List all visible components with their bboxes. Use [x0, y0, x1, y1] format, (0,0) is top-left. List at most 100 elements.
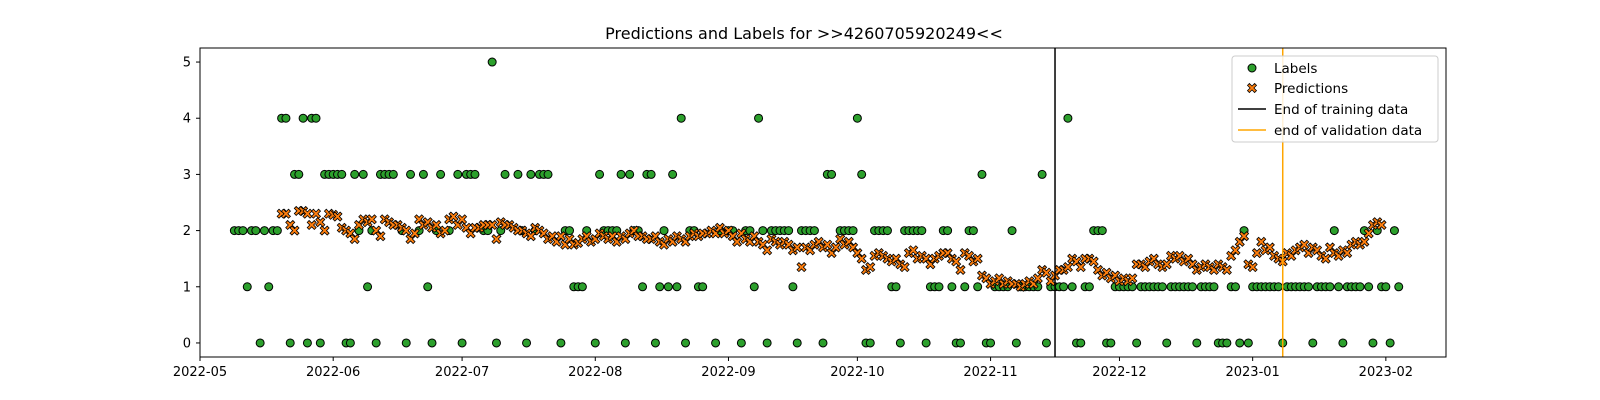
- label-point: [895, 338, 905, 348]
- label-point: [1067, 282, 1077, 292]
- label-point: [526, 169, 536, 179]
- label-point: [620, 338, 630, 348]
- label-point: [616, 169, 626, 179]
- prediction-point: [375, 231, 386, 242]
- label-point: [827, 169, 837, 179]
- label-point: [986, 338, 996, 348]
- label-point: [809, 226, 819, 236]
- prediction-point: [1320, 253, 1331, 264]
- x-axis: 2022-05 2022-06 2022-07 2022-08 2022-09 2022-…: [173, 357, 1413, 380]
- prediction-point: [1041, 267, 1052, 278]
- label-point: [1162, 338, 1172, 348]
- label-point: [921, 338, 931, 348]
- prediction-point: [899, 262, 910, 273]
- label-point: [1394, 282, 1404, 292]
- prediction-point: [289, 225, 300, 236]
- prediction-point: [1075, 262, 1086, 273]
- label-point: [736, 338, 746, 348]
- prediction-point: [310, 208, 322, 219]
- label-point: [543, 169, 553, 179]
- label-point: [947, 282, 957, 292]
- prediction-point: [1342, 247, 1353, 259]
- prediction-point: [366, 214, 377, 225]
- prediction-point: [319, 225, 330, 236]
- x-tick-label: 2022-06: [306, 365, 360, 380]
- prediction-point: [972, 253, 983, 264]
- x-tick-label: 2022-07: [435, 365, 489, 380]
- label-point: [371, 338, 381, 348]
- label-point: [1222, 338, 1232, 348]
- label-point: [638, 282, 648, 292]
- prediction-point: [1127, 273, 1138, 284]
- prediction-point: [1264, 242, 1275, 253]
- prediction-point: [856, 253, 867, 264]
- label-point: [698, 282, 708, 292]
- label-point: [577, 282, 587, 292]
- label-point: [1132, 338, 1142, 348]
- label-point: [311, 113, 321, 123]
- label-point: [865, 338, 875, 348]
- x-tick-label: 2022-11: [963, 365, 1017, 380]
- prediction-point: [951, 256, 962, 267]
- prediction-point: [439, 225, 450, 236]
- label-point: [960, 282, 970, 292]
- label-point: [659, 226, 669, 236]
- label-point: [522, 338, 532, 348]
- label-point: [1334, 282, 1344, 292]
- prediction-point: [1221, 264, 1232, 275]
- y-tick-label: 5: [183, 56, 191, 71]
- x-tick-label: 2022-05: [173, 365, 227, 380]
- label-point: [1243, 338, 1253, 348]
- label-point: [350, 169, 360, 179]
- label-point: [487, 57, 497, 67]
- x-tick-label: 2022-08: [568, 365, 622, 380]
- prediction-point: [955, 264, 966, 275]
- label-point: [1011, 338, 1021, 348]
- label-point: [784, 226, 794, 236]
- legend: Labels Predictions End of training data end…: [1231, 55, 1439, 143]
- label-point: [1364, 282, 1374, 292]
- label-point: [681, 338, 691, 348]
- label-point: [1084, 282, 1094, 292]
- chart-title: Predictions and Labels for >>42607059202…: [605, 24, 1003, 43]
- label-point: [565, 226, 575, 236]
- prediction-point: [1359, 236, 1370, 247]
- label-point: [281, 113, 291, 123]
- label-point: [358, 169, 368, 179]
- legend-training-text: End of training data: [1274, 102, 1408, 118]
- prediction-point: [1299, 239, 1310, 250]
- label-point: [363, 282, 373, 292]
- label-point: [298, 113, 308, 123]
- label-point: [255, 338, 265, 348]
- label-point: [1059, 282, 1069, 292]
- label-point: [315, 338, 325, 348]
- prediction-point: [525, 231, 536, 242]
- label-point: [388, 169, 398, 179]
- label-point: [891, 282, 901, 292]
- legend-labels-marker: [1247, 63, 1257, 73]
- label-point: [406, 169, 416, 179]
- label-point: [500, 169, 510, 179]
- prediction-point: [315, 217, 326, 228]
- label-point: [663, 282, 673, 292]
- label-point: [259, 226, 269, 236]
- label-point: [955, 338, 965, 348]
- label-point: [917, 226, 927, 236]
- legend-predictions-text: Predictions: [1274, 81, 1348, 97]
- label-point: [427, 338, 437, 348]
- prediction-point: [1363, 228, 1374, 239]
- label-point: [272, 226, 282, 236]
- label-point: [749, 282, 759, 292]
- label-point: [1325, 282, 1335, 292]
- prediction-point: [349, 233, 360, 245]
- prediction-point: [1088, 256, 1099, 267]
- label-point: [556, 338, 566, 348]
- label-point: [453, 169, 463, 179]
- prediction-point: [448, 211, 459, 222]
- x-tick-label: 2023-02: [1359, 365, 1413, 380]
- label-point: [934, 282, 944, 292]
- y-axis: 0 1 2 3 4 5: [183, 56, 200, 351]
- label-point: [1368, 338, 1378, 348]
- label-point: [1097, 226, 1107, 236]
- label-point: [792, 338, 802, 348]
